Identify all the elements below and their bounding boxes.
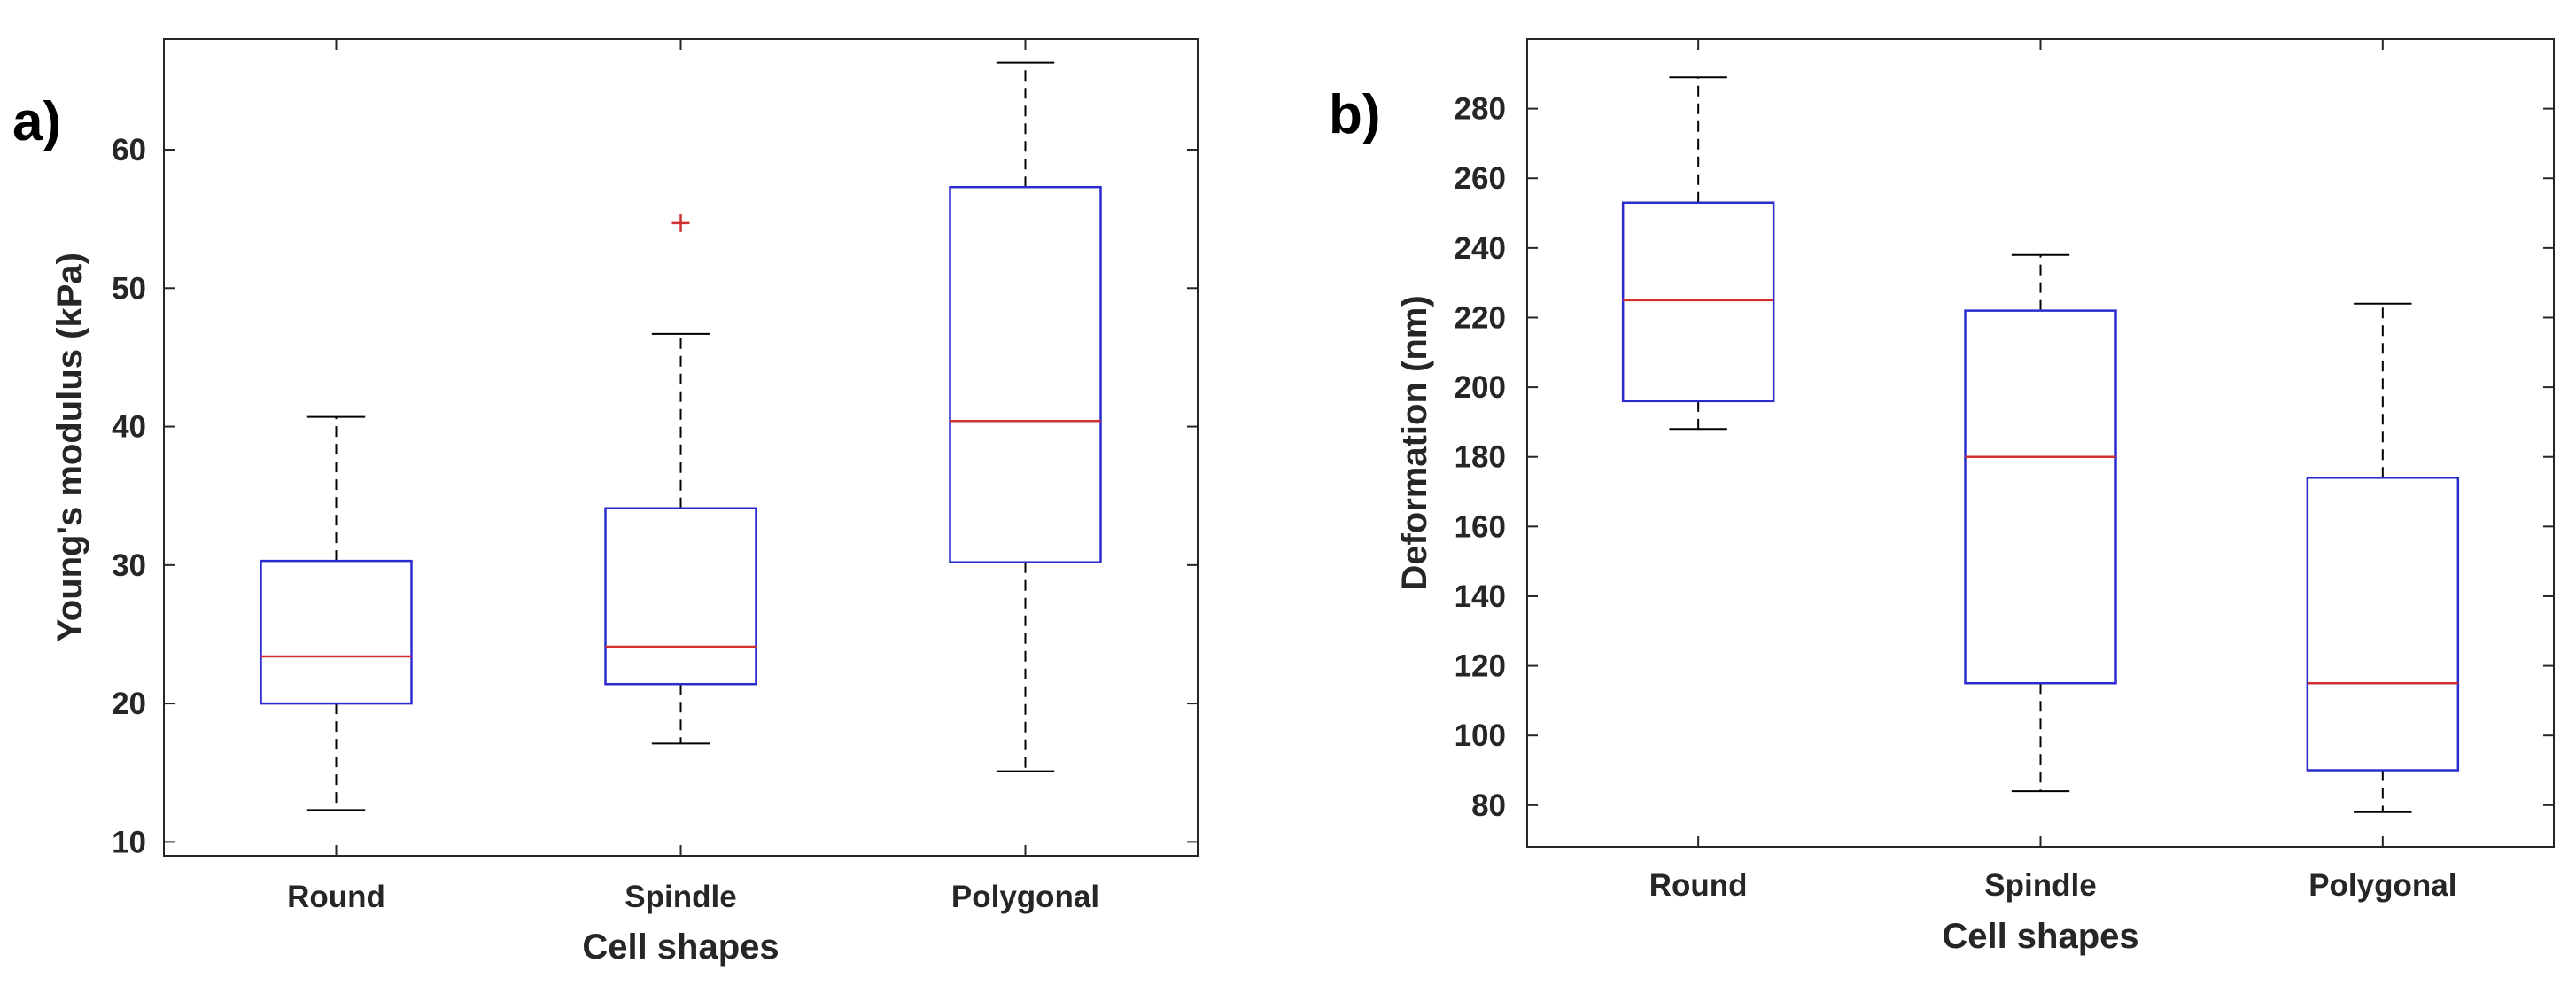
- box-iqr: [260, 559, 413, 705]
- box-iqr: [949, 185, 1102, 563]
- panel-label: a): [12, 91, 61, 152]
- box-iqr: [1964, 309, 2117, 685]
- outlier-marker: [671, 214, 690, 232]
- box-iqr: [1621, 201, 1775, 403]
- box-spindle: [1964, 253, 2117, 793]
- box-polygonal: [2306, 302, 2460, 813]
- y-tick-label: 60: [112, 133, 146, 167]
- box-iqr: [604, 507, 757, 686]
- x-tick-label: Round: [287, 880, 385, 914]
- y-axis-label: Young's modulus (kPa): [50, 252, 89, 642]
- x-tick-label: Polygonal: [2308, 868, 2456, 903]
- x-tick-label: Spindle: [625, 880, 736, 914]
- chart-panel-a: a) 10 20 30 40 50 60 Young's modulus (kPa) Round…: [12, 38, 1199, 967]
- y-tick-label: 50: [112, 271, 146, 306]
- y-tick-label: 20: [112, 687, 146, 721]
- y-tick-label: 100: [1455, 718, 1506, 753]
- y-tick-label: 120: [1455, 649, 1506, 684]
- y-tick-label: 160: [1455, 509, 1506, 544]
- y-tick-label: 220: [1455, 300, 1506, 335]
- y-tick-label: 10: [112, 825, 146, 859]
- y-axis-label: Deformation (nm): [1395, 295, 1434, 590]
- y-tick-label: 30: [112, 548, 146, 583]
- y-tick-label: 240: [1455, 231, 1506, 266]
- x-tick-label: Spindle: [1984, 868, 2096, 903]
- y-tick-label: 280: [1455, 92, 1506, 127]
- x-tick-label: Polygonal: [951, 880, 1099, 914]
- y-tick-label: 260: [1455, 161, 1506, 196]
- chart-panel-b: b) 80 100 120 140 160 180 200 220 240 260 280 Deform…: [1329, 38, 2555, 956]
- x-axis-label: Cell shapes: [582, 928, 779, 967]
- y-tick-label: 140: [1455, 579, 1506, 614]
- y-tick-label: 200: [1455, 370, 1506, 405]
- y-tick-label: 80: [1471, 788, 1506, 823]
- box-spindle: [604, 214, 757, 745]
- box-iqr: [2306, 477, 2460, 772]
- box-round: [1621, 76, 1775, 431]
- box-round: [260, 415, 413, 811]
- panel-label: b): [1329, 84, 1381, 145]
- x-tick-label: Round: [1649, 868, 1748, 903]
- y-tick-label: 180: [1455, 440, 1506, 475]
- y-tick-label: 40: [112, 410, 146, 445]
- box-polygonal: [949, 61, 1102, 772]
- x-axis-label: Cell shapes: [1942, 917, 2138, 956]
